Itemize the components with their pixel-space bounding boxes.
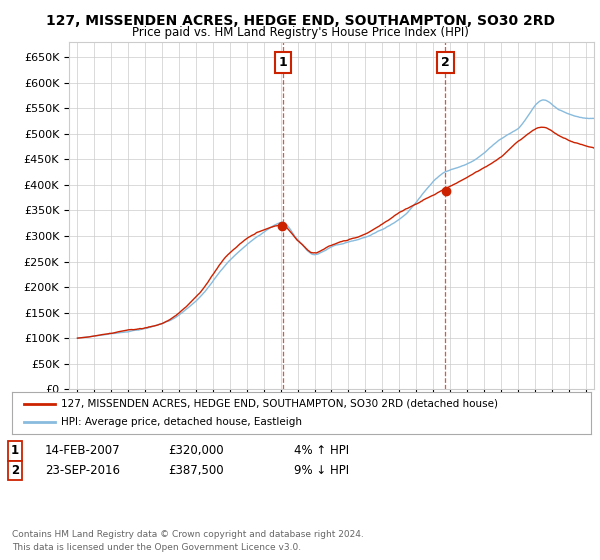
Text: 2: 2 — [11, 464, 19, 477]
Text: 9% ↓ HPI: 9% ↓ HPI — [294, 464, 349, 477]
Text: HPI: Average price, detached house, Eastleigh: HPI: Average price, detached house, East… — [61, 417, 302, 427]
Text: Price paid vs. HM Land Registry's House Price Index (HPI): Price paid vs. HM Land Registry's House … — [131, 26, 469, 39]
Text: Contains HM Land Registry data © Crown copyright and database right 2024.: Contains HM Land Registry data © Crown c… — [12, 530, 364, 539]
Text: 14-FEB-2007: 14-FEB-2007 — [45, 444, 121, 458]
Text: 127, MISSENDEN ACRES, HEDGE END, SOUTHAMPTON, SO30 2RD: 127, MISSENDEN ACRES, HEDGE END, SOUTHAM… — [46, 14, 554, 28]
Text: £387,500: £387,500 — [168, 464, 224, 477]
Text: 4% ↑ HPI: 4% ↑ HPI — [294, 444, 349, 458]
Text: 127, MISSENDEN ACRES, HEDGE END, SOUTHAMPTON, SO30 2RD (detached house): 127, MISSENDEN ACRES, HEDGE END, SOUTHAM… — [61, 399, 498, 409]
Text: 1: 1 — [278, 56, 287, 69]
Text: 1: 1 — [11, 444, 19, 458]
Text: 23-SEP-2016: 23-SEP-2016 — [45, 464, 120, 477]
Text: £320,000: £320,000 — [168, 444, 224, 458]
Text: 2: 2 — [441, 56, 450, 69]
Text: This data is licensed under the Open Government Licence v3.0.: This data is licensed under the Open Gov… — [12, 543, 301, 552]
